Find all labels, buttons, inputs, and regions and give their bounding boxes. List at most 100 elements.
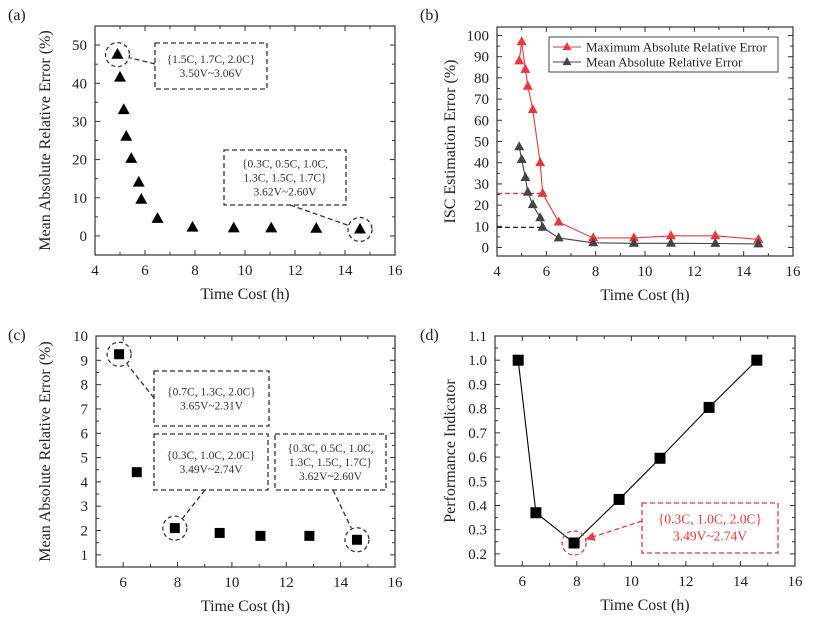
data-point-triangle	[537, 221, 548, 231]
annotation-text: {1.5C, 1.7C, 2.0C}	[167, 54, 256, 66]
data-point-triangle	[227, 221, 240, 233]
panel-label: (c)	[8, 327, 26, 344]
x-tick-label: 8	[174, 575, 182, 591]
data-point-triangle	[132, 175, 145, 187]
highlight-circle	[162, 515, 188, 541]
series-maximum-absolute-relative-error	[514, 36, 764, 243]
data-point-triangle	[588, 237, 599, 247]
data-point-triangle	[514, 141, 525, 151]
data-point-square	[530, 507, 542, 519]
annotation-leader-line	[182, 489, 206, 519]
y-tick-label: 0.2	[468, 547, 487, 563]
data-point-square	[114, 349, 125, 360]
data-point-triangle	[588, 232, 599, 242]
y-axis-title: Mean Absolute Relative Error (%)	[37, 341, 54, 561]
y-tick-label: 20	[72, 153, 87, 169]
y-tick-label: 10	[474, 219, 489, 235]
annotation-text: {0.7C, 1.3C, 2.0C}	[167, 387, 256, 399]
annotation: {1.5C, 1.7C, 2.0C} 3.50V~3.06V	[104, 41, 268, 90]
annotation-text: {0.3C, 0.5C, 1.0C,	[287, 443, 373, 455]
x-tick-label: 8	[592, 264, 600, 280]
data-point-triangle	[111, 47, 124, 59]
y-tick-label: 6	[81, 426, 89, 442]
legend-label: Mean Absolute Relative Error	[586, 55, 743, 70]
annotation-text: 3.49V~2.74V	[179, 464, 243, 476]
data-point-square	[255, 530, 266, 541]
data-point-triangle	[520, 63, 531, 73]
data-point-triangle	[516, 153, 527, 163]
annotation-box	[274, 433, 387, 491]
data-point-triangle	[553, 216, 564, 226]
panel-label: (a)	[8, 7, 26, 24]
y-tick-label: 0.6	[468, 450, 487, 466]
series-line	[518, 146, 759, 245]
data-point-triangle	[516, 36, 527, 46]
annotation-box	[154, 42, 268, 90]
y-tick-label: 80	[474, 71, 489, 87]
legend-box	[548, 36, 779, 73]
y-tick-label: 8	[81, 378, 89, 394]
data-point-triangle	[135, 192, 148, 204]
annotation-text: {0.3C, 1.0C, 2.0C}	[167, 450, 256, 462]
panel-d: (d) 6 8 10 12 14 16 0.2 0.3 0.4 0.5 0.6 0.7 0.8 0.9 1.0…	[420, 327, 803, 614]
x-tick-label: 4	[493, 264, 501, 280]
y-tick-label: 0.7	[468, 426, 487, 442]
y-tick-label: 9	[81, 353, 89, 369]
data-point-triangle	[522, 186, 533, 196]
data-point-square	[169, 523, 180, 534]
data-point-triangle	[710, 237, 721, 247]
annotation-box	[641, 502, 779, 554]
highlight-circle	[347, 216, 373, 243]
data-point-square	[654, 452, 666, 464]
x-tick-label: 14	[338, 263, 354, 279]
y-tick-label: 40	[474, 156, 489, 172]
data-point-triangle	[522, 80, 533, 90]
x-tick-label: 12	[288, 263, 303, 279]
annotation-text: {0.3C, 0.5C, 1.0C,	[242, 159, 328, 171]
x-tick-label: 10	[224, 575, 239, 591]
y-tick-label: 30	[72, 114, 87, 130]
annotation: {0.3C, 0.5C, 1.0C, 1.3C, 1.5C, 1.7C} 3.62V…	[274, 433, 387, 553]
x-tick-label: 14	[733, 574, 749, 590]
data-point-triangle	[628, 237, 639, 247]
data-point-square	[703, 401, 715, 413]
data-point-triangle	[553, 232, 564, 242]
data-point-square	[613, 493, 625, 505]
y-tick-label: 0.8	[468, 402, 487, 418]
x-tick-label: 8	[191, 263, 199, 279]
legend-label: Maximum Absolute Relative Error	[586, 40, 768, 55]
y-tick-label: 7	[81, 402, 89, 418]
x-axis-title: Time Cost (h)	[600, 287, 689, 304]
annotation: {0.3C, 1.0C, 2.0C} 3.49V~2.74V	[561, 502, 779, 556]
data-point-triangle	[710, 230, 721, 240]
data-point-triangle	[120, 129, 133, 141]
annotation-text: 3.49V~2.74V	[673, 529, 747, 544]
annotation-text: {0.3C, 1.0C, 2.0C}	[658, 512, 762, 527]
data-point-square	[351, 534, 362, 545]
x-tick-label: 10	[238, 263, 253, 279]
data-point-triangle	[151, 212, 164, 223]
data-point-triangle	[665, 237, 676, 247]
annotation-leader-line	[289, 204, 348, 226]
series-mean-absolute-relative-error	[514, 141, 764, 248]
data-point-triangle	[117, 103, 130, 115]
y-tick-label: 40	[72, 76, 87, 92]
annotation-leader-line	[126, 363, 155, 399]
data-point-triangle	[265, 221, 278, 233]
y-tick-label: 1	[81, 548, 89, 564]
data-point-triangle	[527, 104, 538, 114]
highlight-circle	[561, 530, 587, 556]
data-point-triangle	[535, 212, 546, 222]
x-tick-label: 16	[788, 574, 804, 590]
x-tick-label: 16	[786, 264, 802, 280]
y-tick-label: 0.5	[468, 474, 487, 490]
annotation: {0.3C, 1.0C, 2.0C} 3.49V~2.74V	[153, 433, 269, 541]
x-tick-label: 10	[624, 574, 639, 590]
data-point-square	[131, 467, 142, 478]
y-tick-label: 0.4	[468, 498, 487, 514]
y-tick-label: 10	[72, 191, 87, 207]
x-tick-label: 14	[333, 575, 349, 591]
annotation-leader-line	[332, 489, 352, 529]
data-point-square	[568, 537, 580, 549]
